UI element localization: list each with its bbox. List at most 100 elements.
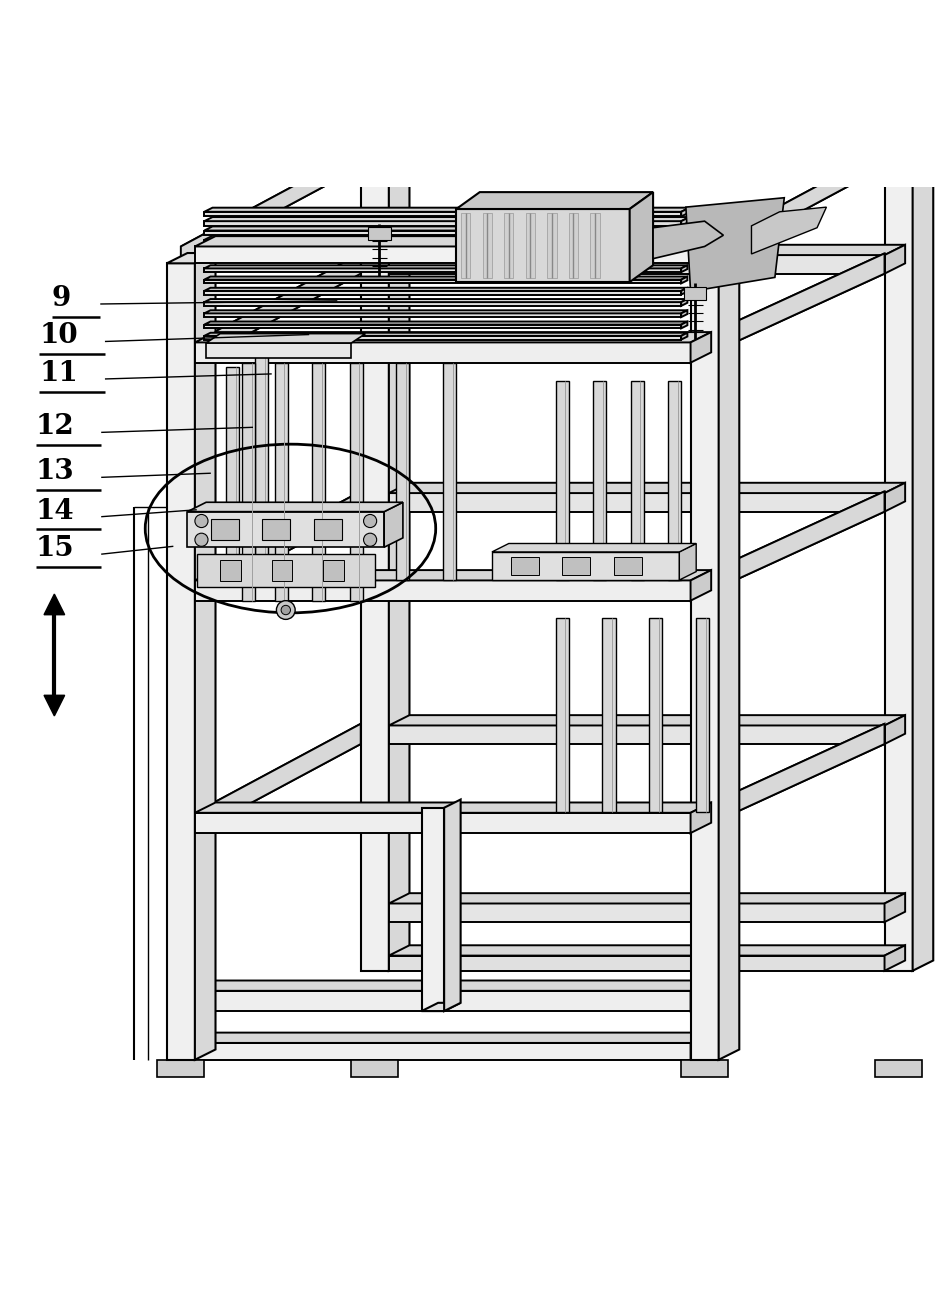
Bar — [226, 367, 239, 580]
Polygon shape — [187, 502, 402, 512]
Circle shape — [281, 605, 290, 614]
Text: 13: 13 — [36, 458, 74, 485]
Polygon shape — [690, 253, 739, 263]
Bar — [274, 363, 287, 601]
Bar — [204, 279, 680, 283]
Polygon shape — [195, 980, 710, 990]
Bar — [195, 580, 690, 601]
Bar — [204, 269, 680, 272]
Bar — [204, 303, 680, 305]
Polygon shape — [680, 227, 689, 236]
Polygon shape — [204, 217, 689, 221]
Bar — [351, 1060, 398, 1077]
Polygon shape — [195, 491, 360, 601]
Polygon shape — [884, 164, 932, 174]
Bar — [197, 554, 374, 587]
Bar — [167, 263, 195, 1060]
Text: 14: 14 — [36, 498, 74, 524]
Polygon shape — [652, 221, 723, 258]
Polygon shape — [206, 334, 365, 343]
Polygon shape — [388, 715, 904, 726]
Polygon shape — [690, 724, 884, 833]
Bar — [312, 363, 325, 601]
Polygon shape — [690, 570, 710, 601]
Polygon shape — [680, 254, 687, 261]
Polygon shape — [680, 217, 689, 225]
Polygon shape — [195, 253, 360, 363]
Bar — [262, 519, 290, 540]
Polygon shape — [195, 803, 710, 812]
Bar — [187, 512, 384, 548]
Bar — [525, 212, 534, 278]
Bar — [195, 342, 690, 363]
Bar — [461, 212, 470, 278]
Bar — [195, 990, 690, 1011]
Polygon shape — [884, 715, 904, 744]
Bar — [683, 287, 706, 300]
Polygon shape — [44, 696, 65, 715]
Polygon shape — [204, 245, 689, 249]
Bar — [211, 519, 239, 540]
Polygon shape — [491, 544, 695, 552]
Polygon shape — [204, 276, 687, 279]
Bar — [562, 557, 590, 575]
Polygon shape — [360, 164, 409, 174]
Polygon shape — [690, 333, 710, 363]
Text: 12: 12 — [36, 413, 74, 440]
Polygon shape — [912, 164, 932, 971]
Bar — [255, 354, 268, 567]
Circle shape — [363, 515, 376, 528]
Bar — [547, 212, 556, 278]
Bar — [590, 212, 599, 278]
Polygon shape — [421, 1003, 461, 1011]
Polygon shape — [388, 149, 904, 159]
Polygon shape — [704, 157, 870, 263]
Polygon shape — [680, 276, 687, 283]
Text: 15: 15 — [36, 534, 74, 562]
Polygon shape — [195, 253, 215, 1060]
Circle shape — [195, 533, 208, 546]
Bar — [555, 381, 568, 580]
Text: 11: 11 — [39, 360, 78, 386]
Polygon shape — [388, 483, 904, 493]
Polygon shape — [204, 236, 689, 240]
Polygon shape — [680, 245, 689, 254]
Polygon shape — [444, 799, 461, 1011]
Bar — [388, 493, 884, 512]
Bar — [368, 227, 390, 240]
Bar — [421, 808, 444, 1011]
Bar — [195, 812, 690, 833]
Circle shape — [363, 533, 376, 546]
Bar — [204, 221, 680, 225]
Polygon shape — [195, 570, 710, 580]
Polygon shape — [718, 253, 739, 1060]
Polygon shape — [690, 491, 884, 601]
Circle shape — [195, 515, 208, 528]
Polygon shape — [884, 946, 904, 971]
Polygon shape — [388, 893, 904, 904]
Bar — [204, 335, 680, 339]
Bar — [667, 381, 680, 580]
Bar — [195, 246, 690, 263]
Polygon shape — [680, 321, 687, 329]
Polygon shape — [690, 1032, 710, 1060]
Bar — [204, 212, 680, 216]
Bar — [555, 617, 568, 812]
Polygon shape — [195, 724, 360, 833]
Bar — [388, 904, 884, 922]
Polygon shape — [680, 310, 687, 317]
Polygon shape — [884, 893, 904, 922]
Circle shape — [276, 601, 295, 620]
Bar — [491, 552, 679, 580]
Bar — [874, 1060, 921, 1077]
Bar — [388, 726, 884, 744]
Bar — [349, 363, 362, 601]
Polygon shape — [884, 483, 904, 512]
Polygon shape — [388, 946, 904, 955]
Polygon shape — [204, 321, 687, 325]
Text: 10: 10 — [39, 322, 78, 350]
Polygon shape — [685, 198, 783, 291]
Bar — [271, 561, 292, 580]
Bar — [695, 617, 709, 812]
Bar — [323, 561, 344, 580]
